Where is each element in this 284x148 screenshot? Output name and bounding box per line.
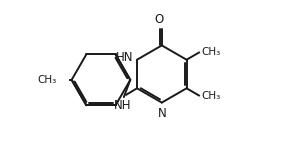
Text: CH₃: CH₃: [201, 91, 220, 101]
Text: HN: HN: [116, 51, 133, 64]
Text: NH: NH: [114, 99, 132, 112]
Text: O: O: [154, 13, 164, 26]
Text: N: N: [158, 107, 167, 120]
Text: CH₃: CH₃: [201, 47, 220, 57]
Text: CH₃: CH₃: [37, 75, 57, 85]
